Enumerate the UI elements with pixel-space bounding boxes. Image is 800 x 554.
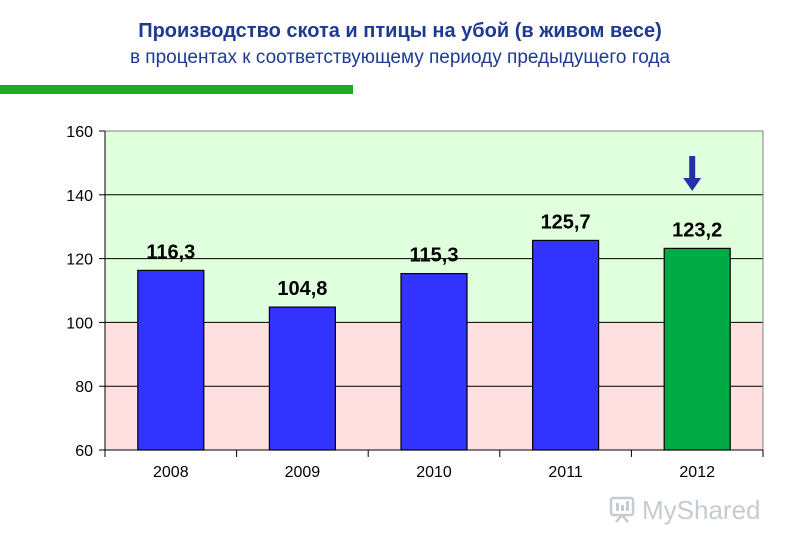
chart-subtitle: в процентах к соответствующему периоду п… bbox=[129, 47, 671, 68]
data-label: 116,3 bbox=[146, 241, 195, 263]
arrow-down-icon bbox=[683, 156, 702, 191]
x-tick-label: 2008 bbox=[153, 464, 189, 481]
bar-2011 bbox=[531, 239, 600, 451]
bar-2008 bbox=[137, 269, 205, 451]
y-tick-label: 60 bbox=[75, 443, 93, 460]
x-tick-label: 2012 bbox=[679, 464, 715, 481]
accent-bar bbox=[0, 85, 353, 94]
bar-2010 bbox=[400, 272, 468, 451]
data-label: 125,7 bbox=[541, 211, 591, 233]
x-tick-label: 2009 bbox=[285, 464, 321, 481]
bar-2009 bbox=[268, 306, 336, 451]
x-tick-label: 2010 bbox=[416, 464, 452, 481]
y-tick-label: 120 bbox=[66, 252, 93, 269]
y-tick-label: 160 bbox=[66, 124, 93, 141]
y-tick-label: 80 bbox=[75, 379, 93, 396]
y-tick-label: 100 bbox=[66, 315, 93, 332]
x-tick-label: 2011 bbox=[548, 464, 583, 481]
y-tick-label: 140 bbox=[66, 188, 93, 205]
data-label: 115,3 bbox=[410, 245, 459, 267]
presentation-board-icon bbox=[609, 496, 635, 523]
watermark: MyShared bbox=[608, 490, 768, 530]
chart-title: Производство скота и птицы на убой (в жи… bbox=[138, 20, 662, 42]
watermark-text: MyShared bbox=[642, 494, 761, 525]
data-label: 123,2 bbox=[672, 219, 722, 241]
bar-2012 bbox=[663, 247, 731, 451]
data-label: 104,8 bbox=[277, 278, 327, 300]
